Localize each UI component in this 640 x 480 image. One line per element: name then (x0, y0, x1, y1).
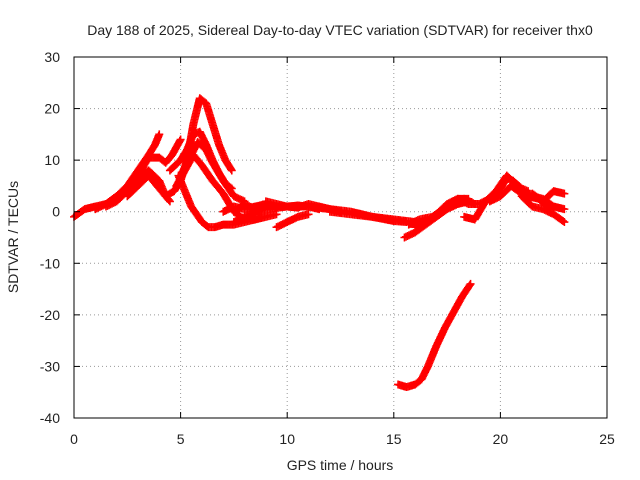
data-point (315, 205, 324, 214)
y-tick-label: -10 (40, 255, 60, 271)
series-track-13 (229, 199, 324, 216)
series-track-22 (517, 192, 569, 227)
data-point (176, 135, 185, 144)
data-point (560, 189, 569, 198)
y-tick-label: -20 (40, 307, 60, 323)
series-track-24 (394, 279, 475, 392)
data-point (559, 217, 568, 226)
x-tick-label: 20 (493, 431, 509, 447)
y-tick-label: 0 (52, 204, 60, 220)
x-axis-label: GPS time / hours (287, 457, 394, 473)
data-point (165, 197, 174, 206)
y-axis-label: SDTVAR / TECUs (5, 181, 21, 293)
y-tick-label: 10 (44, 152, 60, 168)
data-points (70, 94, 569, 392)
data-point (465, 281, 474, 290)
x-tick-label: 0 (70, 431, 78, 447)
x-tick-label: 5 (177, 431, 185, 447)
y-tick-label: -40 (40, 410, 60, 426)
data-point (466, 279, 475, 288)
data-point (272, 210, 281, 219)
data-point (304, 210, 313, 219)
series-track-15 (325, 207, 420, 227)
y-tick-labels: 30 20 10 0 -10 -20 -30 -40 (40, 49, 60, 426)
axis-ticks (73, 56, 608, 419)
y-tick-label: -30 (40, 358, 60, 374)
grid-lines (74, 57, 607, 418)
data-point (560, 205, 569, 214)
y-tick-label: 30 (44, 49, 60, 65)
series-track-4 (123, 171, 174, 206)
series-track-14 (272, 210, 313, 232)
plot-frame (73, 56, 608, 419)
series-track-9 (174, 171, 281, 232)
data-point (155, 130, 164, 139)
data-point (227, 166, 236, 175)
data-point (560, 218, 569, 227)
x-tick-label: 10 (279, 431, 295, 447)
x-tick-label: 25 (599, 431, 615, 447)
y-tick-label: 20 (44, 101, 60, 117)
x-tick-labels: 0 5 10 15 20 25 (70, 431, 615, 447)
chart-title: Day 188 of 2025, Sidereal Day-to-day VTE… (87, 22, 593, 38)
series-track-23 (528, 187, 569, 206)
x-tick-label: 15 (386, 431, 402, 447)
